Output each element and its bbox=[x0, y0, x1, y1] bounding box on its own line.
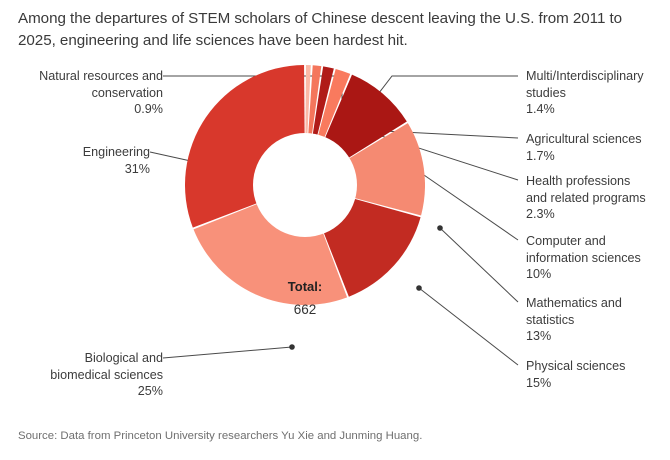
dot-mathematics bbox=[437, 225, 443, 231]
donut-svg bbox=[185, 65, 425, 305]
label-computer-information: Computer and information sciences 10% bbox=[526, 233, 666, 283]
center-total-label: Total: bbox=[287, 279, 323, 294]
label-engineering: Engineering 31% bbox=[8, 144, 150, 177]
label-mathematics: Mathematics and statistics 13% bbox=[526, 295, 666, 345]
label-mathematics-line2: statistics bbox=[526, 312, 575, 327]
label-natural-resources: Natural resources and conservation 0.9% bbox=[8, 68, 163, 118]
label-biological: Biological and biomedical sciences 25% bbox=[8, 350, 163, 400]
donut-chart: Total: 662 Natural resources and conserv… bbox=[0, 60, 670, 410]
donut-graphic bbox=[185, 65, 425, 305]
label-computer-pct: 10% bbox=[526, 267, 552, 282]
label-mathematics-pct: 13% bbox=[526, 329, 552, 344]
label-health-line2: and related programs bbox=[526, 190, 646, 205]
label-multi-pct: 1.4% bbox=[526, 102, 555, 117]
center-total-value: 662 bbox=[293, 302, 317, 318]
label-natural-line1: Natural resources and bbox=[39, 69, 163, 83]
label-multi-interdisciplinary: Multi/Interdisciplinary studies 1.4% bbox=[526, 68, 666, 118]
page-title: Among the departures of STEM scholars of… bbox=[18, 10, 623, 49]
label-mathematics-line1: Mathematics and bbox=[526, 296, 622, 310]
label-computer-line1: Computer and bbox=[526, 234, 606, 248]
label-multi-line1: Multi/Interdisciplinary bbox=[526, 69, 644, 83]
label-physical-line1: Physical sciences bbox=[526, 359, 626, 373]
label-biological-pct: 25% bbox=[137, 384, 163, 399]
connector-biological bbox=[162, 346, 293, 359]
label-physical-pct: 15% bbox=[526, 375, 552, 390]
label-agricultural-line1: Agricultural sciences bbox=[526, 132, 642, 146]
label-natural-pct: 0.9% bbox=[134, 102, 163, 117]
label-agricultural: Agricultural sciences 1.7% bbox=[526, 131, 666, 164]
label-biological-line1: Biological and bbox=[84, 351, 163, 365]
label-health-pct: 2.3% bbox=[526, 207, 555, 222]
label-biological-line2: biomedical sciences bbox=[50, 367, 163, 382]
label-health-professions: Health professions and related programs … bbox=[526, 173, 668, 223]
donut-center-label: Total: 662 bbox=[265, 275, 345, 321]
label-physical-sciences: Physical sciences 15% bbox=[526, 358, 666, 391]
dot-biological bbox=[289, 344, 295, 350]
label-engineering-line1: Engineering bbox=[82, 145, 150, 159]
label-agricultural-pct: 1.7% bbox=[526, 148, 555, 163]
connector-mathematics bbox=[439, 227, 519, 303]
label-multi-line2: studies bbox=[526, 85, 566, 100]
connector-physical bbox=[418, 287, 519, 366]
label-natural-line2: conservation bbox=[91, 85, 163, 100]
label-computer-line2: information sciences bbox=[526, 250, 641, 265]
donut-hole bbox=[253, 133, 357, 237]
label-engineering-pct: 31% bbox=[124, 161, 150, 176]
label-health-line1: Health professions bbox=[526, 174, 631, 188]
source-note: Source: Data from Princeton University r… bbox=[18, 430, 423, 442]
